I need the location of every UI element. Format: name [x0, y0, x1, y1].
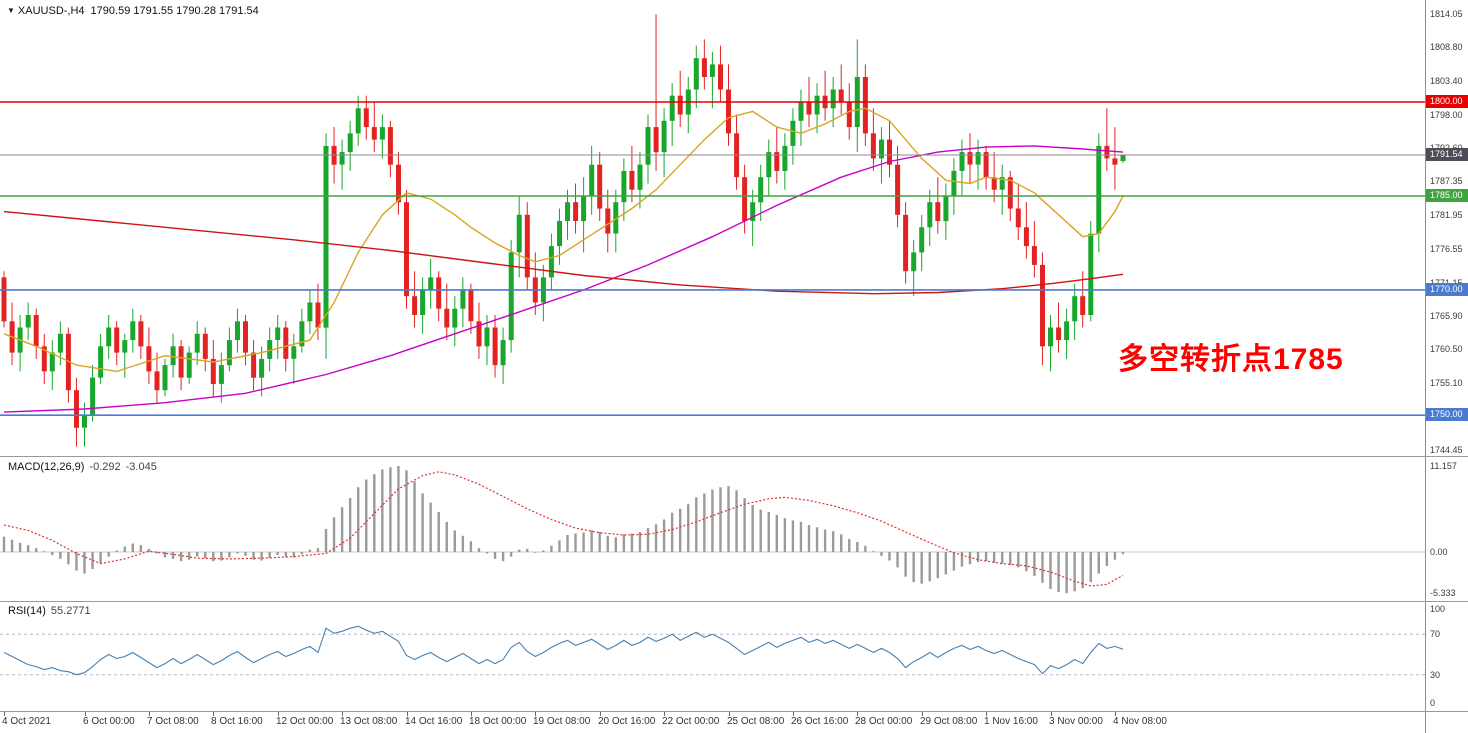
time-label: 26 Oct 16:00 — [791, 716, 849, 727]
ma-slow-red — [3, 210, 1124, 295]
rsi-axis-label: 0 — [1430, 698, 1436, 708]
time-label: 4 Oct 2021 — [2, 716, 51, 727]
time-label: 18 Oct 00:00 — [469, 716, 527, 727]
time-label: 4 Nov 08:00 — [1113, 716, 1167, 727]
time-tick — [922, 712, 923, 716]
macd-histogram — [2, 466, 1125, 594]
macd-axis-label: 11.157 — [1430, 461, 1457, 471]
time-label: 3 Nov 00:00 — [1049, 716, 1103, 727]
price-tick-label: 1760.50 — [1430, 344, 1463, 354]
time-label: 28 Oct 00:00 — [855, 716, 913, 727]
price-tick-label: 1798.00 — [1430, 110, 1463, 120]
time-tick — [1051, 712, 1052, 716]
time-label: 1 Nov 16:00 — [984, 716, 1038, 727]
panel-separator[interactable] — [0, 456, 1468, 457]
time-axis[interactable]: 4 Oct 2021 6 Oct 00:00 7 Oct 08:00 8 Oct 16… — [0, 712, 1425, 733]
symbol-header: ▼ XAUUSD-,H4 1790.59 1791.55 1790.28 1791.… — [7, 5, 259, 17]
panel-separator[interactable] — [0, 601, 1468, 602]
price-tick-label: 1781.95 — [1430, 210, 1463, 220]
price-tick-label: 1744.45 — [1430, 445, 1463, 455]
time-tick — [1115, 712, 1116, 716]
ma-fast-orange — [3, 107, 1124, 373]
time-tick — [342, 712, 343, 716]
time-label: 29 Oct 08:00 — [920, 716, 978, 727]
macd-indicator-label: MACD(12,26,9) -0.292 -3.045 — [8, 461, 157, 473]
time-label: 14 Oct 16:00 — [405, 716, 463, 727]
macd-canvas[interactable] — [0, 457, 1425, 602]
price-tag-1800.00: 1800.00 — [1426, 95, 1468, 108]
time-label: 8 Oct 16:00 — [211, 716, 263, 727]
time-tick — [407, 712, 408, 716]
rsi-name: RSI(14) — [8, 605, 46, 617]
price-tick-label: 1787.35 — [1430, 176, 1463, 186]
time-tick — [600, 712, 601, 716]
main-chart-canvas[interactable] — [0, 0, 1425, 456]
macd-signal-value: -3.045 — [125, 461, 157, 473]
rsi-axis-label: 70 — [1430, 629, 1441, 639]
price-tick-label: 1808.80 — [1430, 42, 1463, 52]
price-tick-label: 1765.90 — [1430, 311, 1463, 321]
macd-name: MACD(12,26,9) — [8, 461, 85, 473]
current-bar-ohlc: 1790.59 1791.55 1790.28 1791.54 — [90, 5, 259, 17]
time-tick — [535, 712, 536, 716]
time-label: 20 Oct 16:00 — [598, 716, 656, 727]
time-tick — [729, 712, 730, 716]
price-tag-1791.54: 1791.54 — [1426, 148, 1468, 161]
time-label: 7 Oct 08:00 — [147, 716, 199, 727]
rsi-canvas[interactable] — [0, 602, 1425, 710]
time-tick — [278, 712, 279, 716]
macd-axis-label: 0.00 — [1430, 547, 1448, 557]
candle-series — [1, 14, 1126, 447]
time-tick — [213, 712, 214, 716]
price-tick-label: 1803.40 — [1430, 76, 1463, 86]
rsi-indicator-label: RSI(14) 55.2771 — [8, 605, 91, 617]
time-label: 12 Oct 00:00 — [276, 716, 334, 727]
rsi-value: 55.2771 — [50, 605, 91, 617]
panel-separator — [0, 711, 1468, 712]
rsi-axis-label: 30 — [1430, 670, 1441, 680]
time-tick — [664, 712, 665, 716]
price-tag-1750.00: 1750.00 — [1426, 408, 1468, 421]
ma-mid-magenta — [3, 145, 1124, 413]
time-tick — [471, 712, 472, 716]
price-tag-1785.00: 1785.00 — [1426, 189, 1468, 202]
macd-signal-line — [3, 471, 1124, 587]
price-tick-label: 1776.55 — [1430, 244, 1463, 254]
rsi-line — [3, 625, 1124, 676]
price-tick-label: 1814.05 — [1430, 9, 1463, 19]
time-tick — [85, 712, 86, 716]
time-label: 25 Oct 08:00 — [727, 716, 785, 727]
rsi-axis-label: 100 — [1430, 604, 1446, 614]
price-axis[interactable]: 1814.051808.801803.401798.001792.601787.… — [1425, 0, 1468, 733]
time-label: 22 Oct 00:00 — [662, 716, 720, 727]
time-tick — [4, 712, 5, 716]
time-tick — [793, 712, 794, 716]
time-label: 19 Oct 08:00 — [533, 716, 591, 727]
time-tick — [149, 712, 150, 716]
chart-annotation-text[interactable]: 多空转折点1785 — [1118, 343, 1344, 376]
symbol-timeframe-label: XAUUSD-,H4 — [17, 5, 85, 17]
time-label: 6 Oct 00:00 — [83, 716, 135, 727]
time-label: 13 Oct 08:00 — [340, 716, 398, 727]
macd-main-value: -0.292 — [89, 461, 121, 473]
price-tick-label: 1755.10 — [1430, 378, 1463, 388]
time-tick — [986, 712, 987, 716]
macd-axis-label: -5.333 — [1430, 588, 1456, 598]
symbol-marker-icon: ▼ — [7, 6, 15, 15]
time-tick — [857, 712, 858, 716]
price-tag-1770.00: 1770.00 — [1426, 283, 1468, 296]
